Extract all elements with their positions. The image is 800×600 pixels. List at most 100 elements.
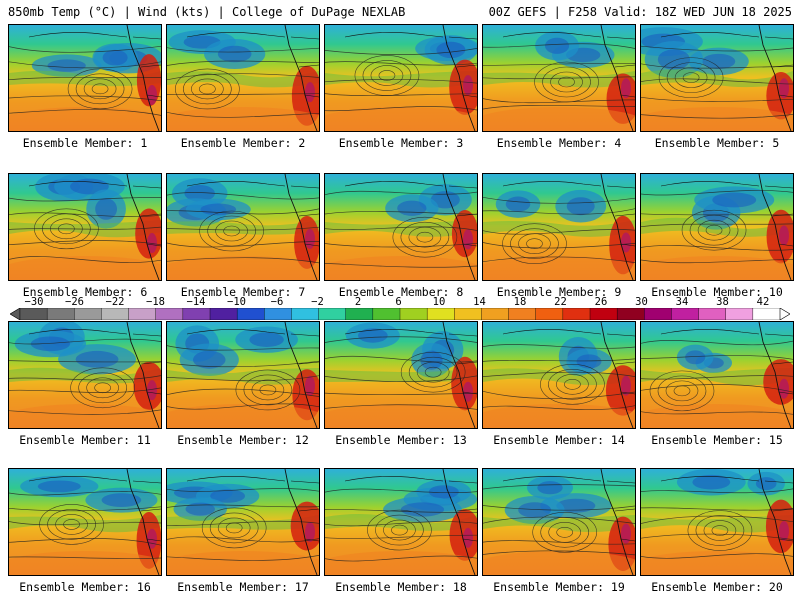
temperature-map <box>325 469 477 575</box>
colorbar-tick-label: 38 <box>716 296 729 308</box>
colorbar-swatch <box>345 308 374 320</box>
ensemble-member-caption: Ensemble Member: 12 <box>177 433 309 447</box>
colorbar-swatch <box>481 308 510 320</box>
temperature-map <box>325 25 477 131</box>
colorbar-right-arrow <box>779 308 790 320</box>
colorbar-tick-label: −6 <box>270 296 284 308</box>
ensemble-map-panel <box>8 173 162 281</box>
colorbar-swatch <box>616 308 645 320</box>
colorbar-swatch <box>644 308 672 320</box>
colorbar-tick-label: −14 <box>186 296 206 308</box>
temperature-map <box>9 25 161 131</box>
temperature-map <box>483 322 635 428</box>
colorbar-tick-label: −22 <box>105 296 125 308</box>
temperature-map <box>9 174 161 280</box>
colorbar-tick-label: 22 <box>554 296 567 308</box>
colorbar-tick-label: −26 <box>65 296 84 308</box>
colorbar-tick-label: 2 <box>354 296 362 308</box>
ensemble-map-panel <box>166 321 320 429</box>
colorbar-tick-label: 10 <box>432 296 446 308</box>
colorbar-swatch <box>426 308 455 320</box>
temperature-map <box>483 469 635 575</box>
header-run-info: 00Z GEFS | F258 Valid: 18Z WED JUN 18 20… <box>488 5 792 19</box>
colorbar-swatch <box>698 308 727 320</box>
ensemble-member-caption: Ensemble Member: 6 <box>22 285 148 299</box>
ensemble-map-panel <box>482 468 636 576</box>
colorbar-swatch <box>291 308 320 320</box>
ensemble-member-caption: Ensemble Member: 4 <box>496 136 622 150</box>
ensemble-map-panel <box>324 468 478 576</box>
ensemble-map-panel <box>482 24 636 132</box>
ensemble-map-panel <box>324 321 478 429</box>
ensemble-map-panel <box>8 321 162 429</box>
ensemble-member-caption: Ensemble Member: 11 <box>19 433 151 447</box>
ensemble-member-caption: Ensemble Member: 7 <box>180 285 306 299</box>
ensemble-member-caption: Ensemble Member: 3 <box>338 136 464 150</box>
ensemble-member-caption: Ensemble Member: 15 <box>651 433 783 447</box>
colorbar-swatch <box>236 308 265 320</box>
temperature-map <box>167 25 319 131</box>
temperature-map <box>9 322 161 428</box>
temperature-map <box>641 174 793 280</box>
temperature-map <box>325 174 477 280</box>
colorbar-tick-label: 26 <box>594 296 608 308</box>
ensemble-member-caption: Ensemble Member: 1 <box>22 136 148 150</box>
colorbar-tick-label: −30 <box>24 296 44 308</box>
temperature-map <box>483 25 635 131</box>
ensemble-map-panel <box>166 173 320 281</box>
temperature-map <box>167 469 319 575</box>
temperature-colorbar <box>10 308 790 320</box>
ensemble-member-caption: Ensemble Member: 10 <box>651 285 783 299</box>
colorbar-swatch <box>155 308 184 320</box>
colorbar-labels: −30 −26 −22 −18 −14 −10 −6 −2 2 6 10 14 18 22 26 30 34 38… <box>0 296 800 308</box>
ensemble-member-caption: Ensemble Member: 5 <box>654 136 780 150</box>
temperature-map <box>167 322 319 428</box>
ensemble-map-panel <box>8 468 162 576</box>
ensemble-map-panel <box>166 24 320 132</box>
ensemble-member-caption: Ensemble Member: 16 <box>19 580 151 594</box>
colorbar-swatch <box>372 308 401 320</box>
temperature-map <box>167 174 319 280</box>
colorbar-tick-label: 18 <box>513 296 527 308</box>
colorbar-left-arrow <box>10 308 21 320</box>
colorbar-tick-label: −10 <box>227 296 246 308</box>
colorbar-tick-label: 14 <box>473 296 486 308</box>
temperature-map <box>641 25 793 131</box>
ensemble-map-panel <box>482 173 636 281</box>
ensemble-map-panel <box>640 24 794 132</box>
temperature-map <box>325 322 477 428</box>
colorbar-swatch <box>74 308 102 320</box>
colorbar-swatch <box>101 308 130 320</box>
ensemble-member-caption: Ensemble Member: 18 <box>335 580 467 594</box>
ensemble-map-panel <box>166 468 320 576</box>
colorbar-tick-label: −2 <box>311 296 324 308</box>
colorbar-swatch <box>399 308 428 320</box>
colorbar-swatch <box>725 308 754 320</box>
ensemble-member-caption: Ensemble Member: 20 <box>651 580 783 594</box>
header-title: 850mb Temp (°C) | Wind (kts) | College o… <box>8 5 406 19</box>
colorbar-tick-label: 42 <box>756 296 770 308</box>
ensemble-map-panel <box>640 321 794 429</box>
ensemble-map-panel <box>640 173 794 281</box>
colorbar-swatch <box>318 308 347 320</box>
ensemble-map-panel <box>324 24 478 132</box>
ensemble-member-caption: Ensemble Member: 17 <box>177 580 309 594</box>
colorbar-swatch <box>589 308 618 320</box>
temperature-map <box>641 469 793 575</box>
ensemble-member-caption: Ensemble Member: 2 <box>180 136 306 150</box>
temperature-map <box>483 174 635 280</box>
colorbar-swatch <box>182 308 211 320</box>
colorbar-swatch <box>209 308 238 320</box>
ensemble-map-panel <box>8 24 162 132</box>
ensemble-member-caption: Ensemble Member: 19 <box>493 580 625 594</box>
colorbar-swatch <box>671 308 700 320</box>
colorbar-tick-label: 34 <box>675 296 689 308</box>
ensemble-map-panel <box>482 321 636 429</box>
temperature-map <box>9 469 161 575</box>
temperature-map <box>641 322 793 428</box>
colorbar-swatch <box>19 308 48 320</box>
colorbar-tick-label: −18 <box>146 296 165 308</box>
ensemble-member-caption: Ensemble Member: 14 <box>493 433 625 447</box>
colorbar-swatch <box>46 308 75 320</box>
